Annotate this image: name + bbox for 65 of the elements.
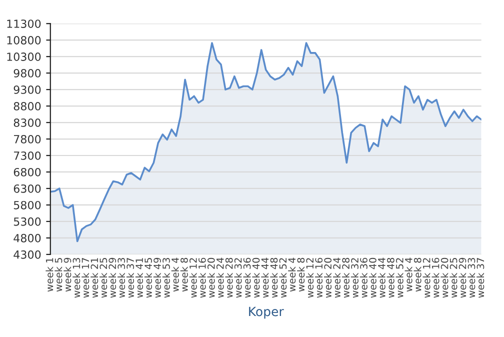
x-tick-label: week 48 — [270, 258, 278, 298]
x-tick-label: week 52 — [396, 258, 404, 298]
y-tick-label: 7800 — [14, 134, 41, 144]
x-tick-label: week 28 — [342, 258, 350, 298]
x-tick-label: week 32 — [234, 258, 242, 298]
x-tick-label: week 52 — [279, 258, 287, 298]
x-tick-label: week 25 — [450, 258, 458, 298]
y-tick-label: 8300 — [14, 118, 41, 127]
x-tick-label: week 12 — [422, 258, 430, 298]
y-tick-label: 9800 — [14, 69, 41, 78]
x-tick-label: week 12 — [306, 258, 314, 298]
x-tick-label: week 8 — [414, 258, 422, 292]
y-tick-label: 8800 — [14, 102, 41, 110]
x-tick-label: week 8 — [180, 258, 188, 292]
x-tick-label: week 44 — [378, 258, 386, 298]
x-tick-label: week 24 — [332, 258, 340, 298]
x-tick-label: week 21 — [90, 258, 98, 298]
x-tick-label: week 4 — [171, 258, 179, 292]
x-tick-label: week 24 — [216, 258, 224, 298]
x-tick-label: week 25 — [100, 258, 108, 298]
x-tick-label: week 16 — [315, 258, 323, 298]
y-tick-label: 5800 — [14, 200, 41, 210]
x-tick-label: week 4 — [404, 258, 412, 292]
x-tick-label: week 13 — [72, 258, 80, 298]
x-tick-label: week 29 — [458, 258, 466, 298]
y-tick-label: 6800 — [14, 168, 41, 176]
y-tick-label: 4800 — [14, 234, 41, 242]
y-tick-label: 10800 — [7, 36, 41, 44]
x-tick-label: week 20 — [207, 258, 215, 298]
y-tick-label: 4300 — [14, 250, 41, 259]
x-tick-label: week 48 — [386, 258, 394, 298]
x-tick-label: week 1 — [46, 258, 54, 292]
x-tick-label: week 17 — [82, 258, 90, 298]
x-tick-label: week 16 — [432, 258, 440, 298]
y-tick-label: 9300 — [14, 86, 41, 94]
x-tick-label: week 40 — [368, 258, 376, 298]
x-tick-label: week 33 — [118, 258, 126, 298]
y-tick-label: 6300 — [14, 184, 41, 193]
y-tick-label: 5300 — [14, 217, 41, 226]
x-tick-label: week 9 — [64, 258, 72, 292]
x-tick-label: week 53 — [162, 258, 170, 298]
x-tick-label: week 36 — [360, 258, 368, 298]
x-tick-label: week 5 — [54, 258, 62, 292]
x-tick-label: week 4 — [288, 258, 296, 292]
x-tick-label: week 40 — [252, 258, 260, 298]
x-tick-label: week 28 — [225, 258, 233, 298]
x-tick-label: week 8 — [297, 258, 305, 292]
x-tick-label: week 44 — [261, 258, 269, 298]
x-tick-label: week 36 — [243, 258, 251, 298]
x-tick-label: week 45 — [144, 258, 152, 298]
x-tick-label: week 49 — [153, 258, 161, 298]
x-tick-label: week 20 — [440, 258, 448, 298]
x-tick-label: week 32 — [350, 258, 358, 298]
x-tick-label: week 16 — [198, 258, 206, 298]
x-tick-label: week 12 — [189, 258, 197, 298]
x-tick-label: week 33 — [468, 258, 476, 298]
y-tick-label: 10300 — [7, 52, 41, 61]
x-axis-title: Koper — [249, 306, 284, 319]
x-tick-label: week 37 — [126, 258, 134, 298]
x-tick-label: week 29 — [108, 258, 116, 298]
y-tick-label: 7300 — [14, 151, 41, 160]
x-tick-label: week 41 — [135, 258, 143, 298]
y-tick-label: 11300 — [7, 20, 41, 28]
x-tick-label: week 20 — [324, 258, 332, 298]
x-tick-label: week 37 — [476, 258, 484, 298]
